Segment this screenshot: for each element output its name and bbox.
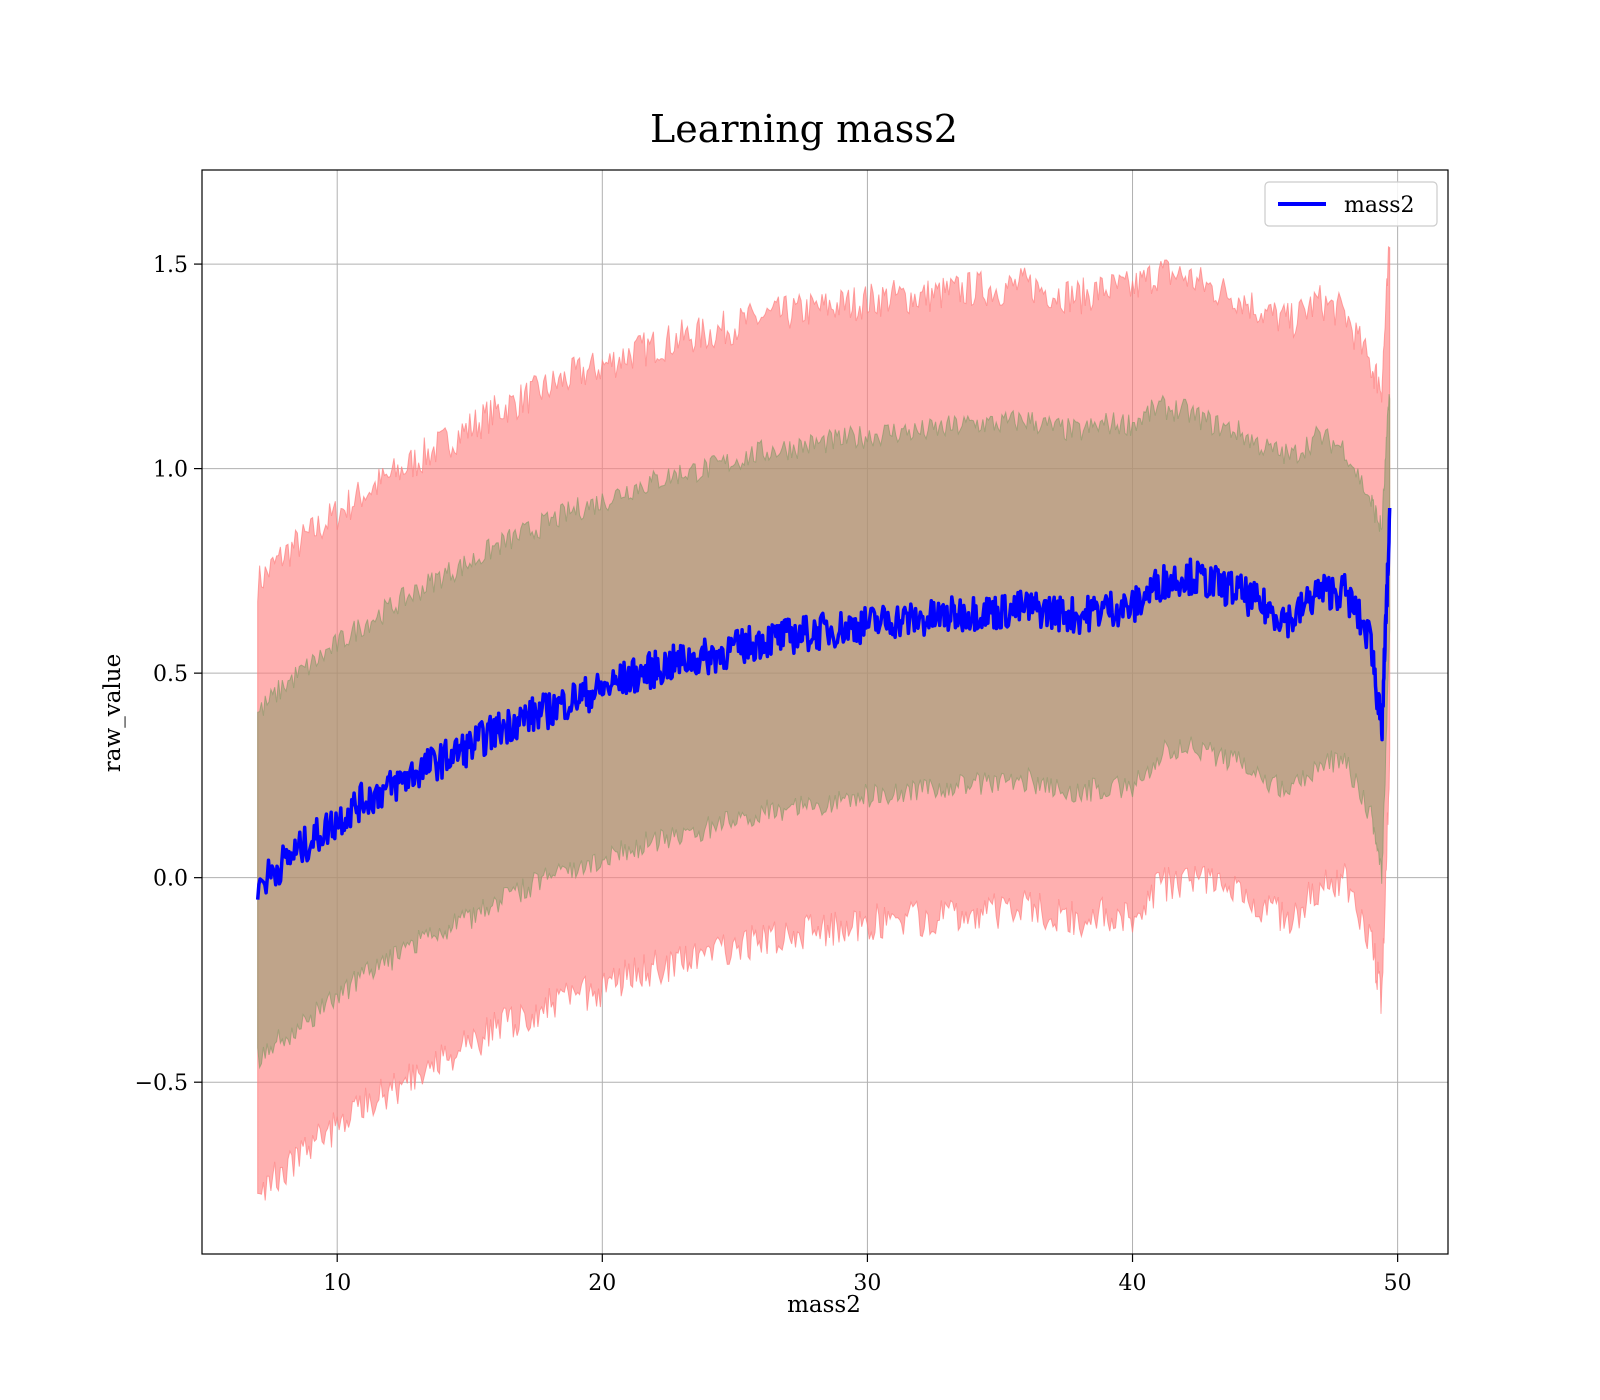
legend-box bbox=[1264, 181, 1438, 227]
y-axis-label: raw_value bbox=[100, 654, 126, 772]
series-line-mass2 bbox=[255, 507, 1392, 900]
y-tick-label: 1.0 bbox=[153, 458, 188, 483]
x-tick-label: 20 bbox=[588, 1271, 616, 1296]
x-tick-label: 30 bbox=[853, 1271, 881, 1296]
bands bbox=[257, 246, 1391, 1201]
band-inner bbox=[257, 394, 1391, 1070]
x-tick-label: 40 bbox=[1119, 1271, 1147, 1296]
y-tick-label: 1.5 bbox=[153, 253, 188, 278]
y-tick-label: 0.5 bbox=[153, 662, 188, 687]
legend: mass2 bbox=[1264, 181, 1438, 227]
y-tick-label: 0.0 bbox=[153, 867, 188, 892]
ticks: 10 20 30 40 50 −0.5 0.0 0.5 1.0 1.5 bbox=[135, 253, 1412, 1296]
y-tick-label: −0.5 bbox=[135, 1071, 188, 1096]
legend-label: mass2 bbox=[1344, 193, 1415, 218]
x-axis-label: mass2 bbox=[787, 1292, 861, 1318]
x-tick-label: 50 bbox=[1384, 1271, 1412, 1296]
series bbox=[255, 507, 1392, 900]
chart-title: Learning mass2 bbox=[650, 107, 958, 151]
plot-frame bbox=[201, 169, 1449, 1255]
x-tick-label: 10 bbox=[323, 1271, 351, 1296]
